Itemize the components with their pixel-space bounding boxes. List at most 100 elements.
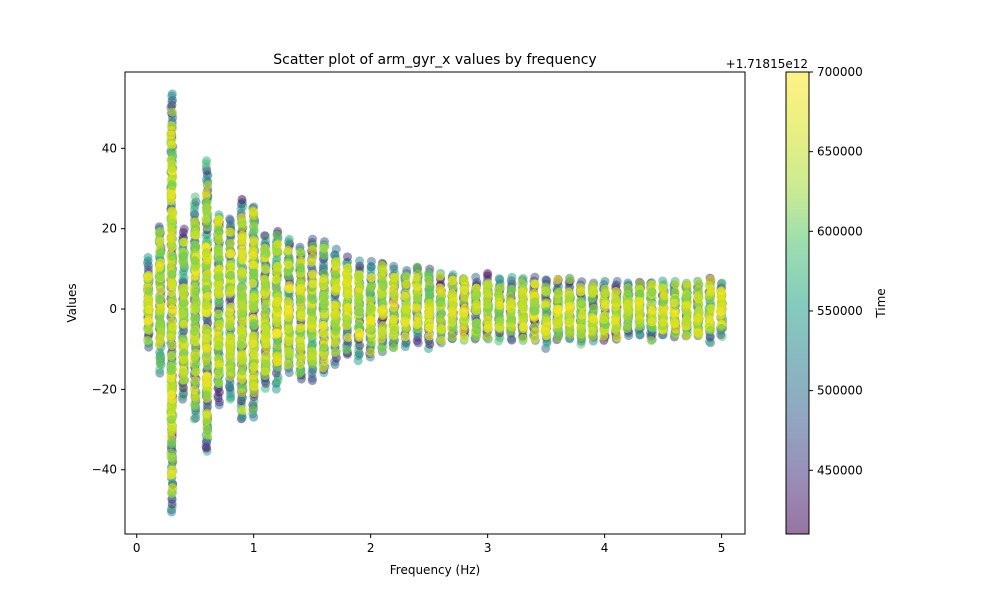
colorbar-label: Time [874, 288, 888, 318]
frequency-band-1.7 [330, 244, 342, 370]
scatter-point [424, 298, 434, 308]
frequency-band-2.2 [388, 261, 400, 353]
scatter-point [201, 251, 211, 261]
scatter-point [272, 298, 282, 308]
scatter-point [575, 296, 585, 306]
scatter-point [190, 192, 200, 202]
scatter-point [530, 306, 540, 316]
scatter-point [155, 353, 165, 363]
scatter-point [564, 327, 574, 337]
scatter-point [412, 320, 422, 330]
scatter-point [599, 315, 609, 325]
scatter-point [505, 326, 515, 336]
scatter-point [389, 343, 399, 353]
frequency-band-2.1 [376, 258, 388, 357]
scatter-point [400, 332, 410, 342]
frequency-band-2.9 [470, 272, 482, 344]
y-tick-label: −20 [92, 382, 117, 396]
scatter-point [225, 333, 235, 343]
scatter-point [236, 282, 246, 292]
scatter-point [273, 274, 283, 284]
scatter-point [166, 405, 176, 415]
scatter-point [308, 359, 318, 369]
scatter-point [168, 322, 178, 332]
scatter-point [249, 237, 259, 247]
scatter-point [225, 343, 235, 353]
scatter-point [213, 309, 223, 319]
scatter-point [296, 352, 306, 362]
y-tick-label: 40 [102, 141, 117, 155]
y-tick-label: −40 [92, 463, 117, 477]
scatter-point [179, 260, 189, 270]
scatter-point [541, 313, 551, 323]
x-tick-label: 4 [601, 541, 609, 555]
scatter-point [694, 298, 704, 308]
scatter-point [635, 289, 645, 299]
scatter-point [166, 155, 176, 165]
scatter-point [238, 356, 248, 366]
scatter-point [378, 321, 388, 331]
scatter-point [682, 298, 692, 308]
scatter-point [378, 264, 388, 274]
scatter-point [460, 303, 470, 313]
scatter-point [284, 312, 294, 322]
scatter-point [155, 295, 165, 305]
scatter-point [179, 291, 189, 301]
scatter-point [156, 326, 166, 336]
scatter-point [201, 378, 211, 388]
colorbar-frame [785, 71, 810, 535]
scatter-point [366, 282, 376, 292]
scatter-point [553, 275, 563, 285]
scatter-point [248, 370, 258, 380]
scatter-point [541, 298, 551, 308]
scatter-point [483, 332, 493, 342]
scatter-point [191, 301, 201, 311]
frequency-band-2.3 [400, 265, 412, 352]
frequency-band-2.6 [435, 268, 447, 348]
scatter-point [717, 278, 727, 288]
scatter-point [237, 291, 247, 301]
scatter-point [167, 89, 177, 99]
scatter-point [166, 415, 176, 425]
scatter-point [226, 227, 236, 237]
scatter-point [237, 248, 247, 258]
frequency-band-0.5 [189, 192, 201, 424]
scatter-point [589, 314, 599, 324]
frequency-band-1.4 [295, 242, 306, 384]
scatter-point [168, 296, 178, 306]
colorbar-offset-label: +1.71815e12 [726, 57, 808, 71]
scatter-point [166, 389, 176, 399]
scatter-point [330, 310, 340, 320]
scatter-point [564, 316, 574, 326]
scatter-point [541, 288, 551, 298]
frequency-band-0.8 [224, 214, 236, 404]
scatter-point [530, 327, 540, 337]
scatter-point [424, 269, 434, 279]
scatter-point [389, 261, 399, 271]
scatter-point [576, 287, 586, 297]
scatter-point [319, 274, 329, 284]
scatter-point [658, 317, 668, 327]
scatter-point [471, 272, 481, 282]
colorbar-ticks: 450000 500000 550000 600000 650000 700000 [809, 65, 863, 477]
scatter-point [436, 286, 446, 296]
scatter-point [554, 318, 564, 328]
scatter-point [214, 319, 224, 329]
scatter-point [189, 326, 199, 336]
scatter-point [634, 296, 644, 306]
scatter-points [142, 89, 728, 517]
frequency-band-2.5 [423, 264, 435, 354]
scatter-point [189, 385, 199, 395]
scatter-point [261, 350, 271, 360]
scatter-point [378, 330, 388, 340]
scatter-point [471, 319, 481, 329]
scatter-point [541, 275, 551, 285]
frequency-band-0.4 [177, 224, 189, 404]
scatter-point [203, 425, 213, 435]
scatter-point [318, 304, 328, 314]
scatter-point [214, 298, 224, 308]
x-tick-label: 0 [133, 541, 141, 555]
scatter-point [190, 241, 200, 251]
scatter-point [167, 207, 177, 217]
colorbar-tick-label: 600000 [817, 224, 863, 238]
